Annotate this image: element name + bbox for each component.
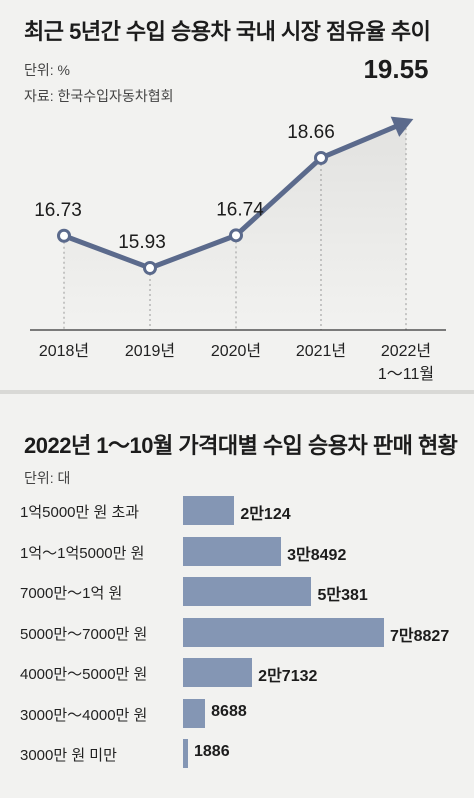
bar-value-label-3: 5만381 (317, 587, 368, 604)
bar-category-label-5: 4000만～5000만 원 (20, 666, 148, 683)
x-tick-sublabel-5: 1～11월 (378, 365, 434, 383)
value-label-5: 19.55 (363, 54, 428, 84)
line-chart: 16.73 15.93 16.74 18.66 19.55 2018년 2019년 2020년… (30, 54, 446, 383)
bar-3 (183, 577, 312, 606)
x-tick-label-5: 2022년 (381, 342, 431, 360)
bar-chart-panel: 2022년 1～10월 가격대별 수입 승용차 판매 현황 단위: 대 1억50… (0, 392, 474, 798)
bar-category-label-4: 5000만～7000만 원 (20, 625, 148, 643)
section-divider (0, 390, 474, 394)
bar-chart-title: 2022년 1～10월 가격대별 수입 승용차 판매 현황 (24, 433, 458, 458)
bar-category-label-6: 3000만～4000만 원 (20, 706, 148, 724)
bar-2 (183, 536, 282, 566)
line-area-fill (64, 122, 406, 330)
share-line-arrow-shaft (318, 124, 398, 161)
value-label-4: 18.66 (287, 122, 335, 143)
bar-category-label-7: 3000만 원 미만 (20, 747, 117, 764)
bar-value-label-5: 2만7132 (258, 668, 318, 685)
data-point-1 (57, 228, 71, 243)
line-chart-panel: 최근 5년간 수입 승용차 국내 시장 점유율 추이 단위: % 자료: 한국수… (0, 0, 474, 392)
bar-value-label-2: 3만8492 (287, 546, 347, 564)
bar-value-label-1: 2만124 (240, 506, 291, 523)
data-point-4 (314, 150, 328, 165)
line-chart-unit: 단위: % (24, 62, 70, 78)
bar-1 (183, 496, 235, 525)
line-chart-title: 최근 5년간 수입 승용차 국내 시장 점유율 추이 (24, 19, 431, 44)
value-label-2: 15.93 (118, 232, 166, 253)
bar-7 (183, 739, 188, 768)
bar-6 (183, 698, 206, 728)
value-label-3: 16.74 (216, 199, 264, 220)
value-label-1: 16.73 (34, 200, 82, 221)
x-tick-label-4: 2021년 (296, 342, 346, 360)
bar-category-label-1: 1억5000만 원 초과 (20, 504, 140, 521)
x-tick-label-2: 2019년 (125, 342, 175, 360)
bar-4 (183, 617, 384, 647)
share-line (61, 155, 324, 271)
bar-value-label-7: 1886 (194, 743, 230, 760)
bar-chart-unit: 단위: 대 (24, 470, 71, 486)
bar-category-label-2: 1억～1억5000만 원 (20, 544, 145, 562)
x-tick-label-1: 2018년 (39, 342, 89, 360)
share-line-arrow-head (390, 116, 414, 137)
bar-value-label-6: 8688 (211, 702, 247, 720)
bar-value-label-4: 7만8827 (390, 627, 450, 645)
line-chart-source: 자료: 한국수입자동차협회 (24, 88, 174, 104)
x-tick-label-3: 2020년 (211, 342, 261, 360)
bar-category-label-3: 7000만～1억 원 (20, 585, 123, 602)
data-point-2 (143, 261, 157, 275)
bar-5 (183, 658, 253, 687)
data-point-3 (229, 228, 243, 243)
